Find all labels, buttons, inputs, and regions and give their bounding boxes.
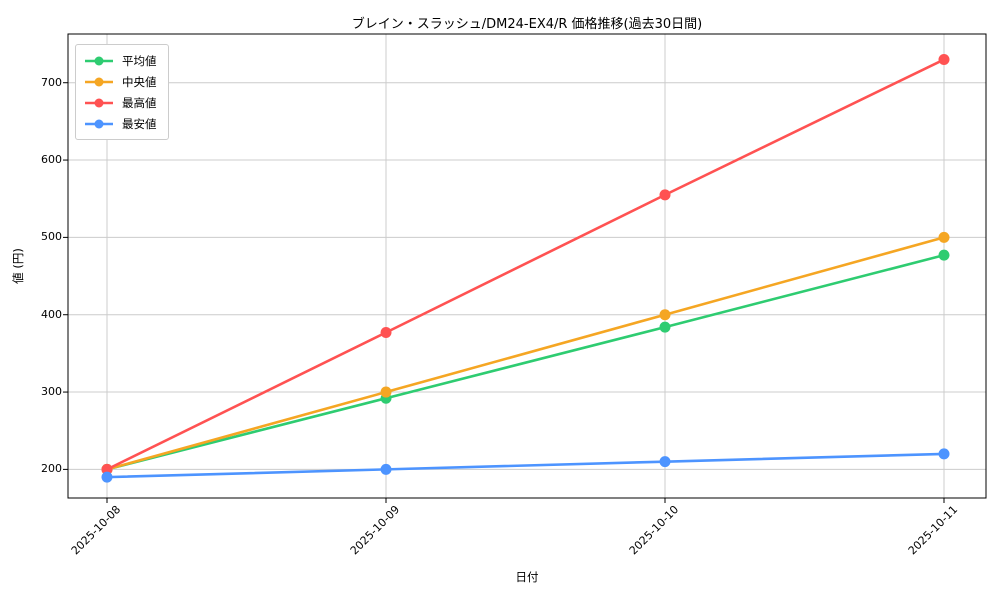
legend-line-marker-icon	[85, 119, 113, 128]
y-axis-label: 値 (円)	[11, 248, 25, 284]
plot-border	[67, 33, 987, 499]
data-point	[380, 386, 392, 398]
legend-label: 最高値	[122, 95, 157, 110]
series-line	[105, 253, 946, 471]
legend-line-marker-icon	[85, 77, 113, 86]
chart-title: ブレイン・スラッシュ/DM24-EX4/R 価格推移(過去30日間)	[351, 17, 703, 32]
data-point	[938, 231, 950, 243]
legend-item: 平均値	[84, 50, 157, 71]
data-point	[101, 463, 113, 475]
legend-label: 中央値	[122, 74, 157, 89]
y-tick-label: 600	[41, 153, 62, 167]
legend-item: 最高値	[84, 92, 157, 113]
legend-line-marker-icon	[85, 98, 113, 107]
data-point	[659, 309, 671, 321]
x-axis-label: 日付	[515, 570, 539, 584]
y-tick-label: 500	[41, 230, 62, 244]
series-line	[105, 58, 946, 471]
y-tick-label: 400	[41, 307, 62, 321]
data-point	[101, 471, 113, 483]
legend-line-marker-icon	[85, 56, 113, 65]
legend-label: 平均値	[122, 53, 157, 68]
y-tick-label: 300	[41, 385, 62, 399]
series-line	[105, 236, 946, 471]
data-point	[938, 54, 950, 66]
legend: 平均値中央値最高値最安値	[75, 44, 169, 140]
series-line	[105, 452, 946, 479]
legend-label: 最安値	[122, 116, 157, 131]
y-tick-label: 200	[41, 462, 62, 476]
data-point	[938, 249, 950, 261]
y-tick-label: 700	[41, 75, 62, 89]
data-point	[659, 189, 671, 201]
data-point	[380, 327, 392, 339]
legend-item: 最安値	[84, 113, 157, 134]
data-point	[938, 448, 950, 460]
data-point	[380, 463, 392, 475]
data-point	[659, 456, 671, 468]
data-point	[659, 321, 671, 333]
legend-item: 中央値	[84, 71, 157, 92]
